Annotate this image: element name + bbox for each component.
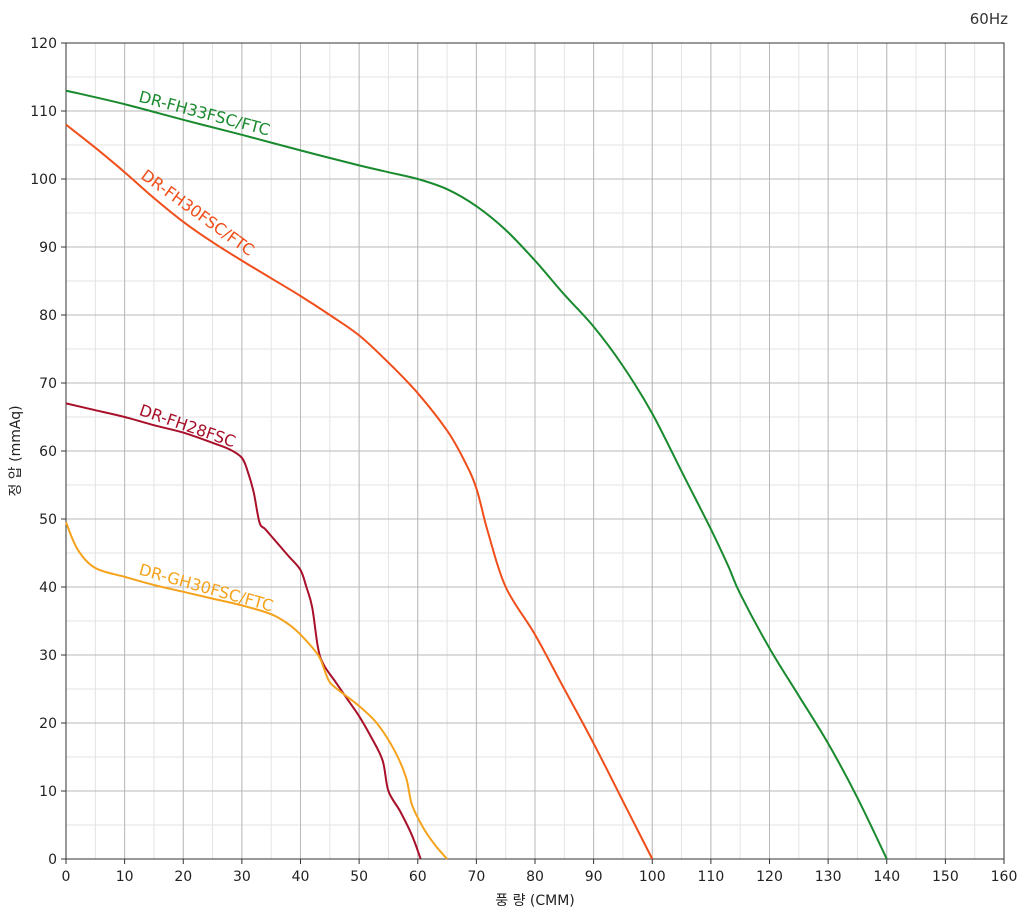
x-tick-label: 120 (756, 869, 783, 885)
x-tick-label: 60 (409, 869, 427, 885)
y-axis-title: 정 압 (mmAq) (8, 405, 24, 496)
series-label-dr-gh30fsc-ftc: DR-GH30FSC/FTC (137, 560, 276, 616)
x-axis-title: 풍 량 (CMM) (495, 893, 575, 909)
y-tick-label: 0 (48, 852, 57, 868)
x-tick-label: 130 (815, 869, 842, 885)
y-tick-label: 50 (39, 512, 57, 528)
x-tick-label: 110 (698, 869, 725, 885)
series-line-dr-fh30fsc-ftc (65, 123, 654, 860)
y-tick-label: 40 (39, 580, 57, 596)
y-tick-label: 20 (39, 716, 57, 732)
x-tick-label: 70 (467, 869, 485, 885)
series-line-dr-fh33fsc-ftc (65, 89, 888, 860)
y-tick-label: 100 (30, 172, 57, 188)
x-tick-label: 80 (526, 869, 544, 885)
y-tick-label: 110 (30, 104, 57, 120)
x-tick-label: 10 (116, 869, 134, 885)
x-tick-label: 140 (873, 869, 900, 885)
frequency-label: 60Hz (970, 10, 1008, 28)
series-line-dr-gh30fsc-ftc (65, 521, 448, 860)
x-tick-label: 150 (932, 869, 959, 885)
x-tick-label: 40 (292, 869, 310, 885)
series-lines (65, 89, 888, 860)
y-tick-label: 80 (39, 308, 57, 324)
x-tick-label: 50 (350, 869, 368, 885)
major-gridlines (65, 42, 1005, 860)
series-label-dr-fh28fsc: DR-FH28FSC (137, 400, 238, 451)
x-tick-label: 0 (62, 869, 71, 885)
y-tick-label: 70 (39, 376, 57, 392)
x-tick-label: 90 (585, 869, 603, 885)
y-axis-ticks: 0 10 20 30 40 50 60 70 80 90 100 110 120 (30, 36, 66, 868)
x-tick-label: 20 (174, 869, 192, 885)
y-tick-label: 30 (39, 648, 57, 664)
y-tick-label: 120 (30, 36, 57, 52)
x-axis-ticks: 0 10 20 30 40 50 60 70 80 90 100 110 120 130 140 150 160 (62, 859, 1018, 885)
y-tick-label: 10 (39, 784, 57, 800)
x-tick-label: 100 (639, 869, 666, 885)
x-tick-label: 30 (233, 869, 251, 885)
series-labels: DR-FH33FSC/FTCDR-FH30FSC/FTCDR-FH28FSCDR… (137, 87, 276, 615)
x-tick-label: 160 (991, 869, 1018, 885)
series-line-dr-fh28fsc (65, 402, 422, 860)
y-tick-label: 60 (39, 444, 57, 460)
y-tick-label: 90 (39, 240, 57, 256)
